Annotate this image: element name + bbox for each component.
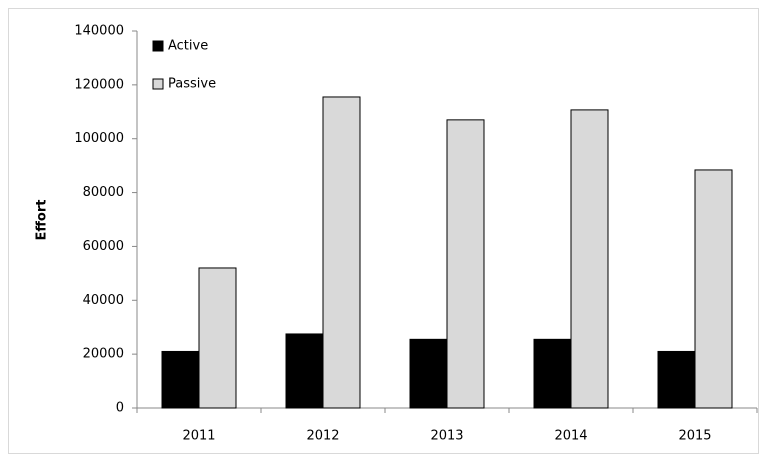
legend-swatch xyxy=(152,78,164,90)
legend-swatch xyxy=(152,40,164,52)
y-tick-label: 80000 xyxy=(83,185,124,200)
x-tick-label: 2015 xyxy=(678,429,711,444)
bar xyxy=(285,333,324,409)
legend-label: Passive xyxy=(168,77,216,92)
y-tick-label: 60000 xyxy=(83,239,124,254)
bar xyxy=(161,350,200,409)
bar xyxy=(657,350,696,409)
y-axis-label: Effort xyxy=(35,200,50,241)
x-tick-label: 2011 xyxy=(182,429,215,444)
x-tick-label: 2014 xyxy=(554,429,587,444)
bar xyxy=(446,119,485,409)
bar xyxy=(322,96,361,409)
bar xyxy=(533,338,572,409)
x-tick-label: 2013 xyxy=(430,429,463,444)
bar xyxy=(694,169,733,409)
legend-label: Active xyxy=(168,39,208,54)
y-tick-label: 20000 xyxy=(83,347,124,362)
y-tick-label: 40000 xyxy=(83,293,124,308)
chart-frame xyxy=(8,8,759,454)
y-tick-label: 120000 xyxy=(74,77,124,92)
bar xyxy=(409,338,448,409)
y-tick-label: 0 xyxy=(116,401,124,416)
y-tick-label: 100000 xyxy=(74,131,124,146)
x-tick-label: 2012 xyxy=(306,429,339,444)
bar xyxy=(198,267,237,409)
bar xyxy=(570,109,609,409)
y-tick-label: 140000 xyxy=(74,24,124,39)
